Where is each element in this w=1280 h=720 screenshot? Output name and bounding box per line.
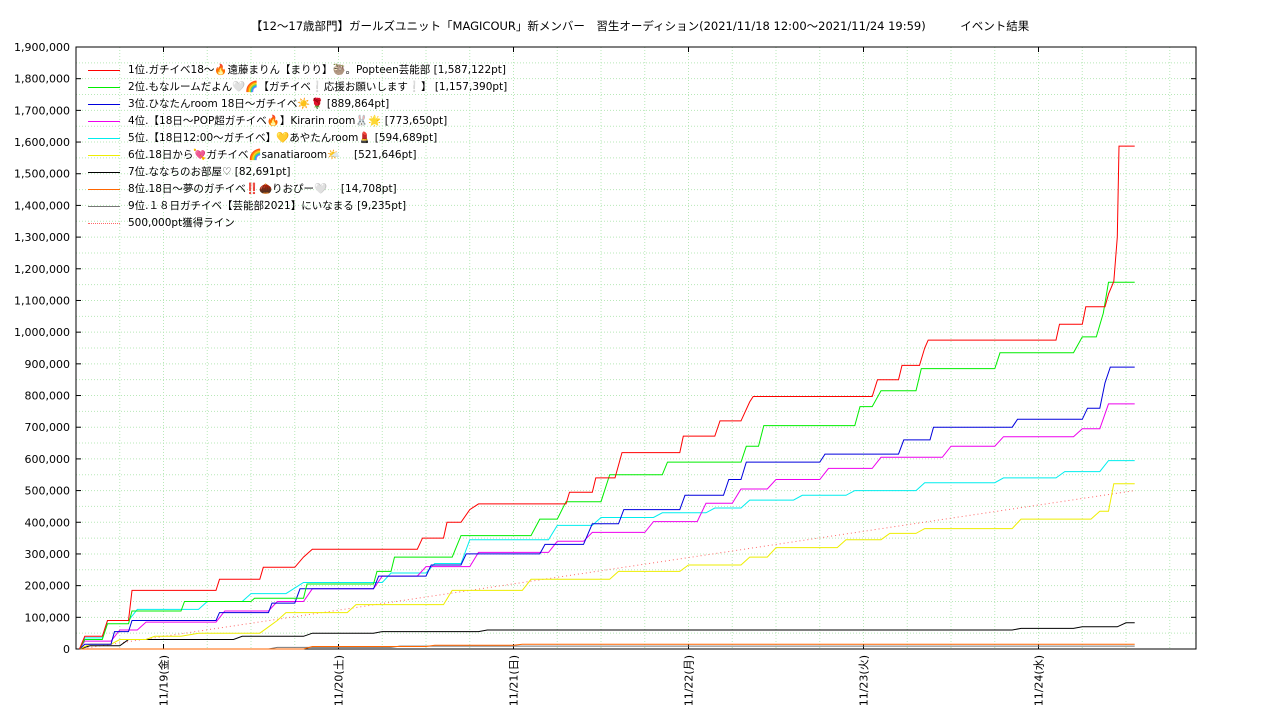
y-tick-label: 1,200,000 <box>14 263 70 276</box>
y-tick-label: 1,400,000 <box>14 199 70 212</box>
legend-swatch <box>88 104 120 105</box>
legend-label: 7位.ななちのお部屋♡ [82,691pt] <box>128 166 291 178</box>
y-tick-label: 800,000 <box>25 390 71 403</box>
x-tick-label: 11/20(土) <box>333 655 346 706</box>
series-line <box>79 145 1135 650</box>
series-line <box>79 460 1135 650</box>
legend-label: 2位.もなルームだよん🤍🌈【ガチイベ❕応援お願いします❕】 [1,157,390… <box>128 81 508 93</box>
series-line <box>79 622 1135 650</box>
x-tick-label: 11/19(金) <box>157 655 171 706</box>
x-tick-label: 11/22(月) <box>683 655 696 706</box>
legend-entry: 3位.ひなたんroom 18日〜ガチイベ☀️🌹 [889,864pt] <box>88 96 507 113</box>
legend-label: 5位.【18日12:00〜ガチイベ】💛あやたんroom💄 [594,689pt] <box>128 132 438 144</box>
legend-swatch <box>88 189 120 190</box>
y-tick-label: 600,000 <box>25 453 71 466</box>
legend-label: 4位.【18日〜POP超ガチイベ🔥】Kirarin room🐰🌟 [773,65… <box>128 115 448 127</box>
chart-title: 【12〜17歳部門】ガールズユニット「MAGICOUR」新メンバー 習生オーディ… <box>250 19 1030 33</box>
series-line <box>79 281 1135 650</box>
legend-label: 1位.ガチイベ18〜🔥遠藤まりん【まりり】🦥。Popteen芸能部 [1,587… <box>128 64 507 76</box>
legend-swatch <box>88 155 120 156</box>
x-tick-label: 11/24(水) <box>1033 655 1046 706</box>
y-tick-label: 700,000 <box>25 421 71 434</box>
y-tick-label: 1,000,000 <box>14 326 70 339</box>
y-tick-label: 300,000 <box>25 548 71 561</box>
series-line <box>79 483 1135 650</box>
y-tick-label: 1,100,000 <box>14 294 70 307</box>
legend-label: 6位.18日から💘ガチイベ🌈sanatiaroom🌤️ [521,646pt] <box>128 149 417 161</box>
legend-entry: 5位.【18日12:00〜ガチイベ】💛あやたんroom💄 [594,689pt] <box>88 130 507 147</box>
y-tick-label: 900,000 <box>25 358 71 371</box>
y-tick-label: 1,300,000 <box>14 231 70 244</box>
y-tick-label: 0 <box>63 643 70 656</box>
plot-frame <box>75 46 1197 650</box>
series-line <box>79 366 1135 650</box>
legend-entry: 1位.ガチイベ18〜🔥遠藤まりん【まりり】🦥。Popteen芸能部 [1,587… <box>88 62 507 79</box>
y-tick-label: 400,000 <box>25 516 71 529</box>
chart-legend: 1位.ガチイベ18〜🔥遠藤まりん【まりり】🦥。Popteen芸能部 [1,587… <box>88 62 507 232</box>
legend-entry: 2位.もなルームだよん🤍🌈【ガチイベ❕応援お願いします❕】 [1,157,390… <box>88 79 507 96</box>
y-tick-label: 1,900,000 <box>14 41 70 54</box>
legend-label: 9位.１８日ガチイベ【芸能部2021】にいなまる [9,235pt] <box>128 200 407 212</box>
legend-swatch <box>88 206 120 207</box>
legend-swatch <box>88 138 120 139</box>
series-line <box>79 643 1135 650</box>
series-line <box>79 403 1135 650</box>
legend-swatch <box>88 121 120 122</box>
legend-entry: 7位.ななちのお部屋♡ [82,691pt] <box>88 164 507 181</box>
y-tick-label: 1,500,000 <box>14 168 70 181</box>
legend-swatch <box>88 223 120 224</box>
y-tick-label: 100,000 <box>25 611 71 624</box>
legend-entry: 8位.18日〜夢のガチイベ‼️🌰りおぴー🤍 [14,708pt] <box>88 181 507 198</box>
legend-entry: 9位.１８日ガチイベ【芸能部2021】にいなまる [9,235pt] <box>88 198 507 215</box>
legend-label: 8位.18日〜夢のガチイベ‼️🌰りおぴー🤍 [14,708pt] <box>128 183 397 195</box>
x-tick-label: 11/23(火) <box>858 655 871 706</box>
y-tick-label: 200,000 <box>25 580 71 593</box>
legend-entry: 6位.18日から💘ガチイベ🌈sanatiaroom🌤️ [521,646pt] <box>88 147 507 164</box>
legend-label: 3位.ひなたんroom 18日〜ガチイベ☀️🌹 [889,864pt] <box>128 98 390 110</box>
y-tick-label: 1,800,000 <box>14 73 70 86</box>
legend-swatch <box>88 70 120 71</box>
legend-swatch <box>88 87 120 88</box>
legend-entry: 500,000pt獲得ライン <box>88 215 507 232</box>
x-tick-label: 11/21(日) <box>508 655 521 706</box>
y-tick-label: 1,600,000 <box>14 136 70 149</box>
y-tick-label: 1,700,000 <box>14 104 70 117</box>
y-tick-label: 500,000 <box>25 485 71 498</box>
legend-label: 500,000pt獲得ライン <box>128 217 235 229</box>
legend-entry: 4位.【18日〜POP超ガチイベ🔥】Kirarin room🐰🌟 [773,65… <box>88 113 507 130</box>
legend-swatch <box>88 172 120 173</box>
